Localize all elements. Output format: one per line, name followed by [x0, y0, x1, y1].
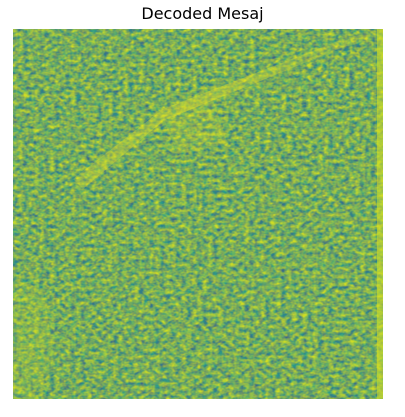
figure-title: Decoded Mesaj: [141, 4, 264, 23]
decoded-image-canvas: [13, 29, 383, 399]
decoded-image: [13, 29, 383, 399]
